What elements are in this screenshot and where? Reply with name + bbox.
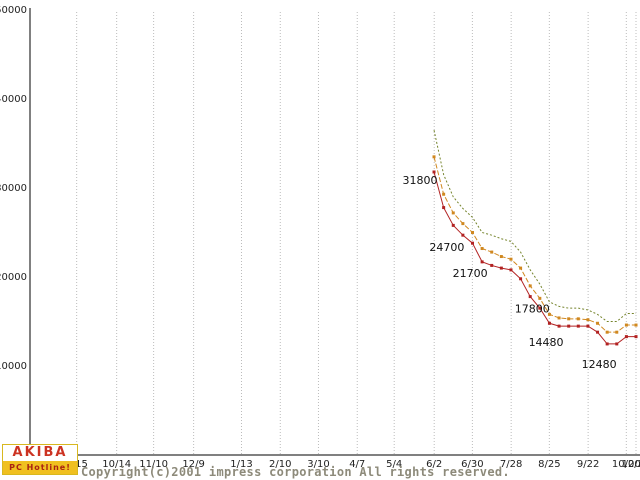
x-tick-label: 2/10 [269, 459, 291, 470]
series-lowest-marker [557, 324, 561, 328]
series-average-marker [470, 231, 474, 234]
series-average-marker [576, 317, 580, 321]
series-lowest-marker [605, 342, 609, 346]
price-annotation: 14480 [529, 336, 564, 349]
price-annotation: 31800 [403, 174, 438, 187]
series-lowest-marker [596, 330, 600, 334]
x-tick-label: 12/9 [182, 459, 204, 470]
series-highest-line [433, 130, 637, 322]
x-tick-label: 5/4 [386, 459, 402, 470]
series-average-marker [596, 321, 600, 325]
price-annotation: 17800 [515, 303, 550, 316]
series-lowest-marker [576, 324, 580, 328]
y-tick-label: 40000 [0, 94, 27, 105]
series-lowest-marker [624, 335, 628, 339]
x-tick-label: 4/7 [349, 459, 365, 470]
x-tick-label: 3/10 [307, 459, 329, 470]
series-average-line [433, 156, 637, 333]
copyright-line: Copyright(c)2001 impress corporation All… [81, 465, 510, 479]
logo-subtitle: PC Hotline! [3, 461, 77, 474]
series-lowest-marker [547, 321, 551, 325]
series-average-marker [499, 255, 503, 259]
y-tick-label: 30000 [0, 183, 27, 194]
x-tick-label: 9/22 [577, 459, 599, 470]
footer: Copyright(c)2001 impress corporation All… [81, 436, 510, 480]
x-tick-label: 8/25 [538, 459, 560, 470]
series-average-marker [519, 266, 523, 270]
series-lowest-marker [567, 324, 571, 328]
y-tick-label: 20000 [0, 272, 27, 283]
x-tick-label: 10/20 [612, 459, 640, 470]
price-annotation: 21700 [453, 267, 488, 280]
price-annotation: 12480 [582, 358, 617, 371]
series-lowest-marker [451, 223, 455, 227]
series-average-marker [442, 192, 446, 196]
series-lowest-marker [634, 335, 638, 339]
series-lowest-marker [519, 277, 523, 281]
series-average-marker [586, 318, 590, 322]
x-tick-label: 10/14 [102, 459, 131, 470]
y-tick-label: 50000 [0, 5, 27, 16]
x-tick-label: 1/13 [230, 459, 252, 470]
series-average-marker [634, 323, 638, 327]
price-annotation: 24700 [429, 241, 464, 254]
series-average-marker [547, 312, 551, 316]
series-average-marker [567, 317, 571, 321]
logo-title: AKIBA [12, 445, 68, 460]
x-tick-label: 6/2 [426, 459, 442, 470]
series-lowest-marker [470, 241, 474, 245]
series-lowest-marker [586, 324, 590, 328]
series-lowest-marker [480, 260, 484, 264]
series-average-marker [451, 211, 455, 215]
series-lowest-marker [432, 170, 436, 174]
series-average-marker [557, 316, 561, 320]
series-average-marker [538, 296, 542, 300]
y-tick-label: 10000 [0, 361, 27, 372]
akiba-logo: AKIBA PC Hotline! [2, 444, 78, 475]
series-average-marker [528, 284, 532, 288]
series-lowest-marker [509, 268, 513, 272]
series-lowest-line [433, 171, 637, 345]
x-tick-label: 10/27 [622, 459, 640, 470]
series-lowest-marker [461, 233, 465, 237]
series-average-marker [490, 250, 494, 254]
series-average-marker [509, 257, 513, 261]
x-tick-label: 7/28 [500, 459, 522, 470]
series-average-marker [624, 323, 628, 327]
series-lowest-marker [538, 306, 542, 310]
series-lowest-marker [442, 206, 446, 210]
series-average-marker [461, 222, 465, 226]
series-lowest-marker [528, 295, 532, 299]
series-lowest-marker [499, 266, 503, 270]
series-average-marker [615, 330, 619, 334]
x-tick-label: 6/30 [461, 459, 483, 470]
series-lowest-marker [490, 263, 494, 267]
series-average-marker [605, 330, 609, 334]
series-lowest-marker [615, 342, 619, 346]
series-average-marker [432, 155, 436, 159]
x-tick-label: 11/10 [139, 459, 168, 470]
series-average-marker [480, 247, 484, 251]
